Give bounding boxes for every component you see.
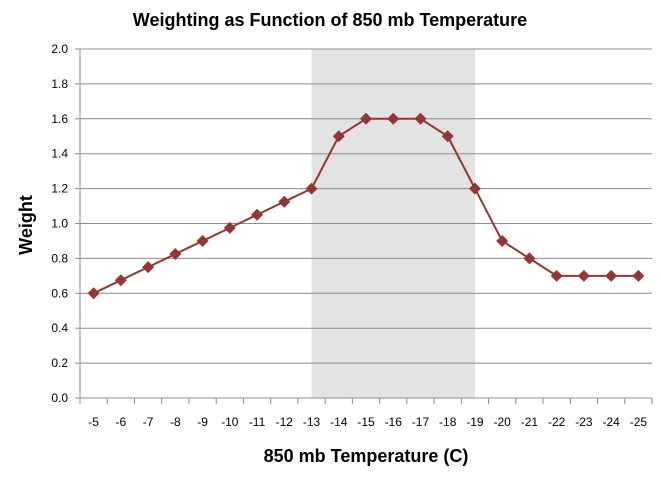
x-tick-label: -8 [170, 415, 181, 429]
x-tick-label: -21 [521, 415, 539, 429]
data-point [169, 248, 182, 261]
data-point [523, 252, 536, 265]
data-point [360, 112, 372, 125]
x-tick-label: -19 [466, 415, 484, 429]
y-tick-label: 1.4 [51, 147, 68, 161]
x-tick-label: -13 [303, 415, 321, 429]
data-point [142, 261, 155, 274]
data-point [196, 234, 209, 247]
data-point [251, 208, 264, 221]
x-tick-label: -12 [276, 415, 294, 429]
y-tick-label: 2.0 [51, 42, 68, 56]
x-tick-label: -18 [439, 415, 457, 429]
x-tick-label: -23 [575, 415, 593, 429]
y-tick-label: 1.2 [51, 182, 68, 196]
x-tick-label: -22 [548, 415, 566, 429]
x-tick-label: -25 [630, 415, 648, 429]
data-point [387, 112, 400, 125]
data-point [441, 130, 454, 143]
data-point [468, 182, 481, 195]
y-tick-label: 1.0 [51, 217, 68, 231]
data-point [577, 269, 590, 282]
plot-area: 0.0 0.2 0.4 0.6 0.8 1.0 1.2 1.4 1.6 1.8 2.0 -5 -6 -7 -… [51, 42, 653, 429]
data-point [550, 269, 563, 282]
y-axis-label: Weight [16, 195, 36, 255]
x-tick-label: -15 [357, 415, 375, 429]
y-tick-label: 0.4 [51, 321, 68, 335]
x-axis-label: 850 mb Temperature (C) [264, 446, 469, 466]
x-tick-label: -10 [221, 415, 239, 429]
x-tick-label: -17 [412, 415, 430, 429]
x-tick-label: -11 [249, 415, 266, 429]
data-point [332, 130, 345, 143]
data-point [414, 112, 427, 125]
data-point [278, 195, 291, 208]
x-tick-label: -6 [116, 415, 127, 429]
data-point [632, 269, 645, 282]
x-tick-label: -16 [385, 415, 403, 429]
x-tick-label: -14 [330, 415, 348, 429]
data-point [87, 287, 100, 300]
data-point [305, 182, 318, 195]
y-tick-label: 0.2 [51, 356, 68, 370]
x-tick-label: -7 [143, 415, 154, 429]
data-point [496, 234, 509, 247]
x-tick-label: -20 [494, 415, 512, 429]
chart-title: Weighting as Function of 850 mb Temperat… [133, 10, 527, 30]
y-tick-label: 0.6 [51, 286, 68, 300]
y-tick-label: 1.8 [51, 77, 68, 91]
y-tick-label: 1.6 [51, 112, 68, 126]
y-tick-label: 0.0 [51, 391, 68, 405]
x-tick-label: -24 [602, 415, 620, 429]
y-tick-label: 0.8 [51, 251, 68, 265]
data-point [605, 269, 618, 282]
x-tick-label: -9 [197, 415, 208, 429]
x-tick-label: -5 [88, 415, 99, 429]
data-point [223, 221, 236, 234]
data-point [114, 274, 127, 287]
